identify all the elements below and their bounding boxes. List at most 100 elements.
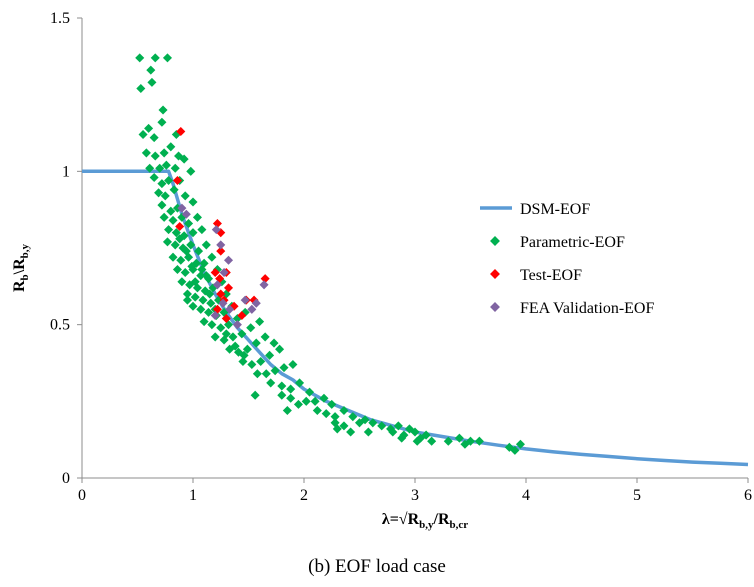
- parametric-point: [277, 381, 287, 391]
- fea-point: [212, 280, 222, 290]
- parametric-point: [196, 304, 206, 314]
- series-parametric: [135, 53, 525, 455]
- test-point: [210, 268, 220, 278]
- parametric-point: [197, 264, 207, 274]
- parametric-point: [161, 160, 171, 170]
- parametric-point: [277, 390, 287, 400]
- parametric-point: [201, 271, 211, 281]
- parametric-point: [164, 225, 174, 235]
- parametric-point: [246, 323, 256, 333]
- parametric-point: [515, 439, 525, 449]
- fea-point: [247, 304, 257, 314]
- parametric-point: [275, 344, 285, 354]
- fea-point: [181, 209, 191, 219]
- fea-point: [177, 203, 187, 213]
- parametric-point: [312, 406, 322, 416]
- parametric-point: [149, 133, 159, 143]
- legend-swatch-parametric: [490, 236, 500, 246]
- test-point: [237, 310, 247, 320]
- parametric-point: [162, 53, 172, 63]
- parametric-point: [286, 393, 296, 403]
- fea-point: [232, 320, 242, 330]
- parametric-point: [149, 172, 159, 182]
- parametric-point: [179, 154, 189, 164]
- axes: 0 0.5 1 1.5 0 1 2 3 4 5 6: [50, 10, 752, 504]
- parametric-point: [321, 409, 331, 419]
- fea-point: [223, 255, 234, 265]
- x-tick-label: 5: [633, 487, 641, 504]
- parametric-point: [427, 436, 437, 446]
- parametric-point: [182, 289, 192, 299]
- eof-scatter-chart: 0 0.5 1 1.5 0 1 2 3 4 5 6 Rb\Rb,y λ=√Rb,y/Rb,cr DS…: [11, 10, 752, 531]
- parametric-point: [188, 301, 198, 311]
- parametric-point: [363, 427, 373, 437]
- x-tick-label: 0: [78, 487, 86, 504]
- legend: DSM-EOF Parametric-EOF Test-EOF FEA Vali…: [480, 201, 654, 317]
- parametric-point: [205, 289, 215, 299]
- parametric-point: [282, 406, 292, 416]
- parametric-point: [194, 246, 204, 256]
- parametric-point: [159, 148, 169, 158]
- parametric-point: [286, 384, 296, 394]
- parametric-point: [196, 271, 206, 281]
- parametric-point: [269, 338, 279, 348]
- parametric-point: [204, 307, 214, 317]
- parametric-point: [187, 261, 197, 271]
- parametric-point: [171, 228, 181, 238]
- parametric-point: [288, 360, 298, 370]
- test-point: [223, 283, 234, 293]
- parametric-point: [172, 264, 182, 274]
- parametric-point: [141, 148, 151, 158]
- parametric-point: [180, 268, 190, 278]
- x-tick-label: 2: [300, 487, 308, 504]
- parametric-point: [190, 277, 200, 287]
- parametric-point: [207, 252, 217, 262]
- parametric-point: [175, 234, 185, 244]
- parametric-point: [182, 295, 192, 305]
- figure-caption: (b) EOF load case: [308, 556, 446, 577]
- legend-swatch-test: [490, 269, 500, 279]
- legend-label-fea: FEA Validation-EOF: [520, 300, 654, 317]
- parametric-point: [252, 369, 262, 379]
- test-point: [212, 218, 222, 228]
- parametric-point: [346, 427, 356, 437]
- parametric-point: [180, 191, 190, 201]
- parametric-point: [197, 225, 207, 235]
- parametric-point: [168, 215, 178, 225]
- parametric-point: [170, 163, 180, 173]
- test-point: [216, 289, 226, 299]
- parametric-point: [239, 350, 249, 360]
- parametric-point: [260, 332, 270, 342]
- fea-point: [210, 310, 220, 320]
- fea-point: [225, 304, 235, 314]
- parametric-point: [301, 396, 311, 406]
- parametric-point: [221, 329, 231, 339]
- fea-point: [219, 268, 229, 278]
- parametric-point: [190, 292, 200, 302]
- parametric-point: [184, 218, 194, 228]
- parametric-point: [144, 123, 154, 133]
- parametric-point: [181, 246, 191, 256]
- legend-label-dsm: DSM-EOF: [520, 201, 590, 218]
- parametric-point: [199, 317, 209, 327]
- y-tick-label: 0: [62, 470, 70, 487]
- parametric-point: [135, 53, 145, 63]
- parametric-point: [160, 191, 170, 201]
- parametric-point: [198, 295, 208, 305]
- parametric-point: [261, 369, 271, 379]
- parametric-point: [293, 399, 303, 409]
- y-tick-label: 1: [62, 163, 70, 180]
- fea-point: [240, 295, 250, 305]
- parametric-point: [150, 53, 160, 63]
- test-point: [176, 126, 186, 136]
- parametric-point: [186, 240, 196, 250]
- parametric-point: [192, 212, 202, 222]
- parametric-point: [210, 332, 220, 342]
- y-tick-label: 1.5: [50, 10, 70, 27]
- y-tick-label: 0.5: [50, 317, 70, 334]
- fea-point: [259, 280, 269, 290]
- fea-point: [216, 240, 226, 250]
- parametric-point: [166, 142, 176, 152]
- parametric-point: [230, 341, 240, 351]
- x-axis-title: λ=√Rb,y/Rb,cr: [382, 511, 468, 531]
